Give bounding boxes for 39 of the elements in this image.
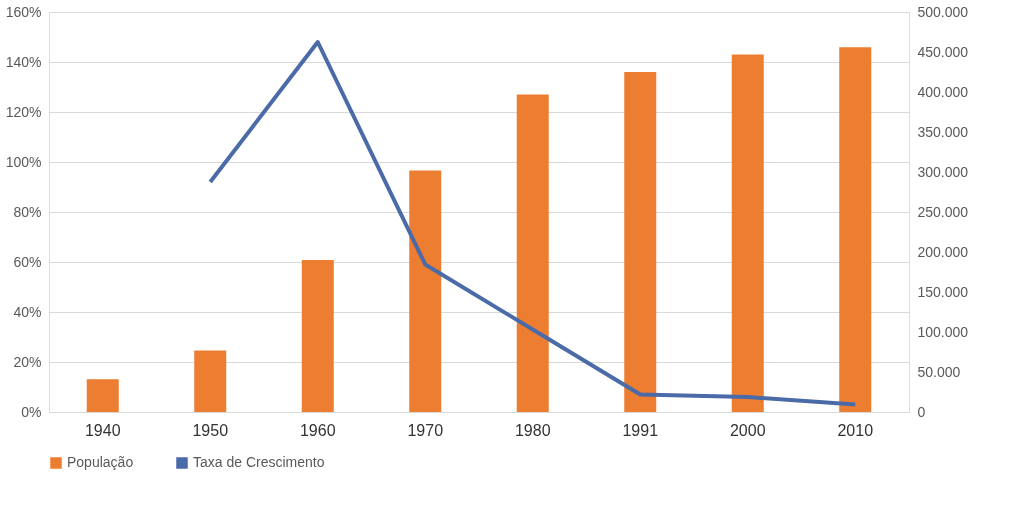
y2-tick-label: 50.000 (917, 363, 961, 380)
y-tick-label: 80% (13, 203, 42, 220)
x-tick-label: 1940 (84, 421, 121, 439)
y-tick-label: 140% (5, 53, 42, 70)
bar (839, 47, 872, 412)
y-tick-label: 60% (13, 253, 42, 270)
y2-tick-label: 250.000 (917, 203, 969, 220)
y2-tick-label: 500.000 (917, 3, 969, 20)
y2-tick-label: 450.000 (917, 43, 969, 60)
y-tick-label: 100% (5, 153, 42, 170)
y-tick-label: 160% (5, 3, 42, 20)
y2-tick-label: 200.000 (917, 243, 969, 260)
bar (624, 72, 657, 412)
y2-tick-label: 400.000 (917, 83, 969, 100)
bar (86, 379, 119, 412)
x-tick-label: 1960 (299, 421, 336, 439)
bar (409, 170, 442, 412)
bar (194, 350, 227, 412)
x-tick-label: 2010 (837, 421, 874, 439)
x-tick-label: 1970 (407, 421, 444, 439)
bar (516, 94, 549, 412)
line-series (208, 40, 858, 407)
legend-label: Taxa de Crescimento (193, 454, 325, 470)
y2-tick-label: 150.000 (917, 283, 969, 300)
x-tick-label: 1991 (622, 421, 659, 439)
x-tick-label: 1950 (192, 421, 229, 439)
y-tick-label: 0% (21, 403, 42, 420)
y-tick-label: 120% (5, 103, 42, 120)
legend-label: População (67, 454, 134, 470)
y2-tick-label: 300.000 (917, 163, 969, 180)
y-tick-label: 20% (13, 353, 42, 370)
x-tick-label: 2000 (729, 421, 766, 439)
bar (731, 54, 764, 412)
y-tick-label: 40% (13, 303, 42, 320)
bar (301, 260, 334, 412)
y2-tick-label: 350.000 (917, 123, 969, 140)
y2-tick-label: 0 (917, 403, 926, 420)
x-tick-label: 1980 (514, 421, 551, 439)
y2-tick-label: 100.000 (917, 323, 969, 340)
